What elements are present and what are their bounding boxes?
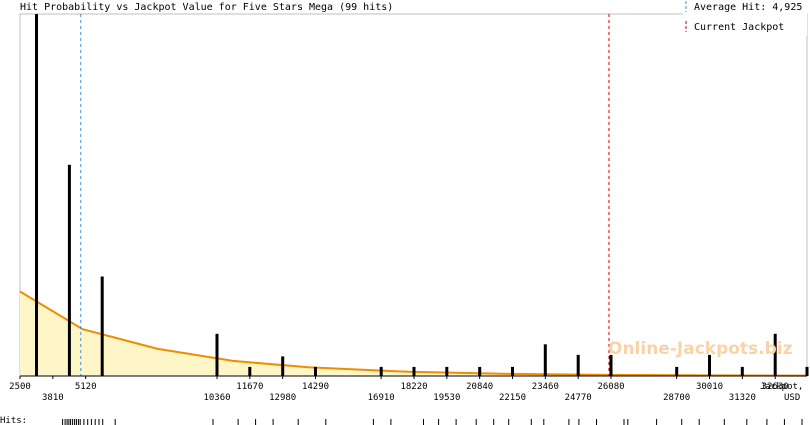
x-tick-label: 10360: [203, 393, 230, 403]
plot-frame: [19, 13, 808, 377]
x-tick-label: 16910: [368, 393, 395, 403]
x-tick-label: 11670: [236, 382, 263, 392]
hit-ticks: [62, 419, 803, 425]
x-tick-label: 18220: [400, 382, 427, 392]
bar: [543, 344, 547, 376]
x-tick-label: 12980: [269, 393, 296, 403]
x-axis-unit: USD: [784, 393, 800, 403]
curve-line: [19, 290, 808, 377]
hits-label: Hits:: [0, 416, 27, 425]
x-tick-label: 14290: [302, 382, 329, 392]
legend-box: [683, 0, 807, 36]
x-tick-label: 19530: [433, 393, 460, 403]
bar: [773, 333, 777, 376]
x-tick-label: 31320: [729, 393, 756, 403]
chart-title: Hit Probability vs Jackpot Value for Fiv…: [20, 2, 393, 13]
bar: [379, 366, 383, 376]
bar: [215, 333, 219, 376]
x-tick-label: 26080: [597, 382, 624, 392]
bar: [478, 366, 482, 376]
distribution-curve: [19, 290, 808, 377]
legend-current-label: Current Jackpot: [694, 22, 784, 33]
x-tick-label: 23460: [532, 382, 559, 392]
x-tick-label: 32630: [762, 382, 789, 392]
x-tick-labels: 2500 5120 11670 14290 18220 20840 23460 26080 30…: [9, 376, 789, 403]
title-background: [0, 0, 400, 13]
bar: [314, 366, 317, 376]
x-tick-label: 2500: [9, 382, 31, 392]
x-tick-label: 3810: [42, 393, 64, 403]
x-tick-label: 22150: [499, 393, 526, 403]
legend-average-label: Average Hit: 4,925: [694, 2, 802, 13]
bar: [67, 164, 71, 376]
bar: [740, 366, 744, 376]
x-tick-label: 28700: [663, 393, 690, 403]
x-tick-label: 24770: [565, 393, 592, 403]
bar: [708, 354, 711, 376]
curve-fill: [20, 291, 807, 376]
bar: [609, 354, 613, 376]
bar: [100, 276, 104, 376]
bar: [805, 366, 809, 376]
bar: [576, 354, 580, 376]
bar: [675, 366, 679, 376]
bar: [445, 366, 449, 376]
x-tick-label: 5120: [75, 382, 97, 392]
bar: [511, 366, 514, 376]
x-axis-label: Jackpot,: [760, 382, 803, 392]
bar: [35, 14, 38, 376]
bar: [412, 366, 416, 376]
x-tick-label: 20840: [466, 382, 493, 392]
bar: [281, 356, 285, 376]
x-tick-label: 30010: [696, 382, 723, 392]
watermark: Online-Jackpots.biz: [608, 339, 793, 359]
hit-bars: [35, 14, 809, 376]
bar: [248, 366, 252, 376]
